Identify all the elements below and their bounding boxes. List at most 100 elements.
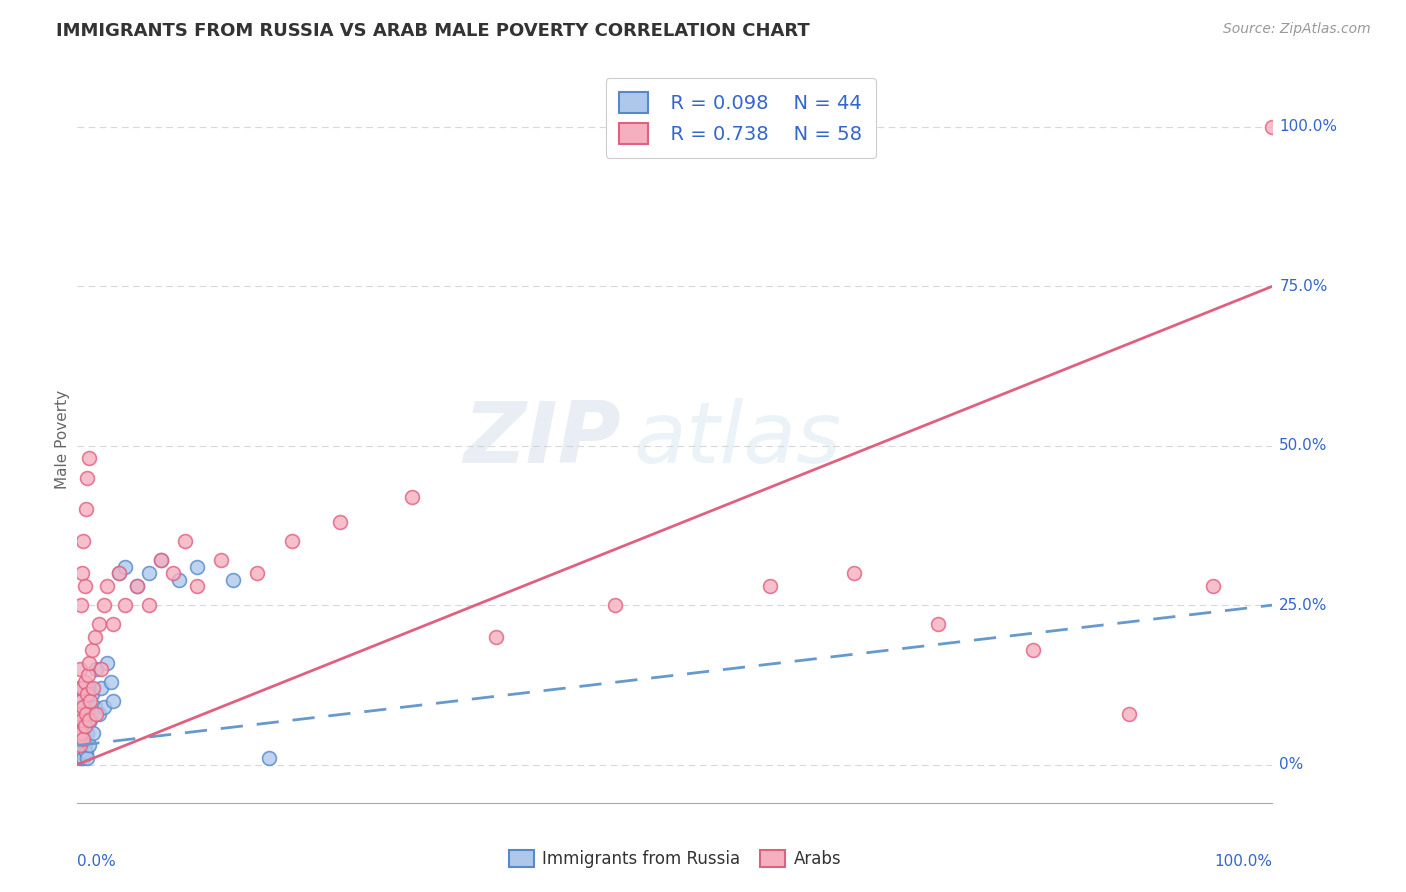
Point <box>186 579 208 593</box>
Point <box>174 534 197 549</box>
Point <box>76 751 98 765</box>
Point <box>73 706 96 721</box>
Point <box>70 713 93 727</box>
Point <box>70 739 93 753</box>
Point <box>75 706 97 721</box>
Point <box>79 451 101 466</box>
Text: 50.0%: 50.0% <box>1279 438 1327 453</box>
Point <box>80 642 103 657</box>
Point <box>162 566 184 581</box>
Text: 0.0%: 0.0% <box>77 854 117 869</box>
Point <box>114 559 136 574</box>
Point <box>70 694 93 708</box>
Point <box>70 694 93 708</box>
Point <box>67 745 90 759</box>
Point <box>67 713 90 727</box>
Point <box>70 681 93 695</box>
Point <box>77 700 100 714</box>
Text: 100.0%: 100.0% <box>1279 120 1337 135</box>
Point <box>75 719 97 733</box>
Point <box>79 681 101 695</box>
Point <box>67 725 90 739</box>
Text: atlas: atlas <box>633 398 841 481</box>
Point <box>73 719 96 733</box>
Point <box>257 751 280 765</box>
Point <box>1022 642 1045 657</box>
Point <box>108 566 131 581</box>
Point <box>90 662 112 676</box>
Point <box>67 681 90 695</box>
Point <box>70 566 93 581</box>
Point <box>73 739 96 753</box>
Point <box>82 681 104 695</box>
Point <box>114 598 136 612</box>
Point <box>72 732 94 747</box>
Point <box>72 700 94 714</box>
Point <box>72 700 94 714</box>
Point <box>222 573 245 587</box>
Point <box>79 694 101 708</box>
Point <box>86 662 108 676</box>
Point <box>84 700 107 714</box>
Point <box>484 630 508 644</box>
Text: Source: ZipAtlas.com: Source: ZipAtlas.com <box>1223 22 1371 37</box>
Point <box>79 713 101 727</box>
Point <box>76 725 98 739</box>
Point <box>138 598 160 612</box>
Point <box>150 553 173 567</box>
Point <box>138 566 160 581</box>
Point <box>66 725 89 739</box>
Point <box>93 700 115 714</box>
Point <box>96 579 118 593</box>
Point <box>70 713 93 727</box>
Point <box>69 739 91 753</box>
Point <box>72 725 94 739</box>
Y-axis label: Male Poverty: Male Poverty <box>55 390 70 489</box>
Point <box>72 534 94 549</box>
Point <box>69 706 91 721</box>
Point <box>96 656 118 670</box>
Text: 100.0%: 100.0% <box>1215 854 1272 869</box>
Point <box>69 662 91 676</box>
Point <box>100 674 122 689</box>
Point <box>167 573 190 587</box>
Point <box>90 681 112 695</box>
Point <box>73 579 96 593</box>
Point <box>1201 579 1223 593</box>
Point <box>87 617 110 632</box>
Point <box>69 706 91 721</box>
Point <box>103 617 124 632</box>
Point <box>70 745 93 759</box>
Point <box>77 668 100 682</box>
Point <box>66 706 89 721</box>
Point <box>1261 120 1284 134</box>
Point <box>401 490 423 504</box>
Point <box>103 694 124 708</box>
Point <box>75 745 97 759</box>
Point <box>87 706 110 721</box>
Point <box>79 656 101 670</box>
Point <box>759 579 782 593</box>
Text: 0%: 0% <box>1279 757 1303 772</box>
Point <box>80 687 103 701</box>
Point <box>209 553 232 567</box>
Point <box>605 598 627 612</box>
Text: 25.0%: 25.0% <box>1279 598 1327 613</box>
Point <box>127 579 149 593</box>
Point <box>69 751 91 765</box>
Legend: Immigrants from Russia, Arabs: Immigrants from Russia, Arabs <box>502 843 848 874</box>
Point <box>84 630 107 644</box>
Point <box>127 579 149 593</box>
Point <box>108 566 131 581</box>
Text: 75.0%: 75.0% <box>1279 279 1327 293</box>
Point <box>70 725 93 739</box>
Point <box>927 617 949 632</box>
Point <box>70 598 93 612</box>
Point <box>73 674 96 689</box>
Point <box>70 681 93 695</box>
Point <box>75 502 97 516</box>
Point <box>93 598 115 612</box>
Point <box>281 534 304 549</box>
Point <box>79 713 101 727</box>
Point <box>69 732 91 747</box>
